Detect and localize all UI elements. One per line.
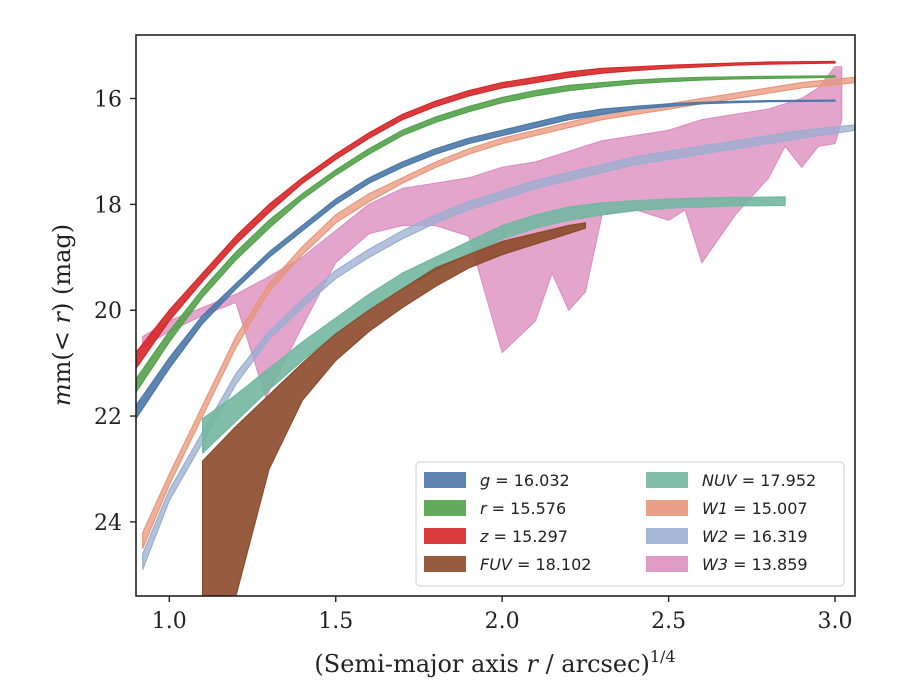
x-tick-label: 2.0	[485, 609, 520, 634]
x-tick-label: 2.5	[651, 609, 686, 634]
legend-swatch-w3	[646, 556, 688, 572]
y-tick-label: 16	[94, 88, 122, 113]
legend-swatch-nuv	[646, 472, 688, 488]
legend-label-w3: W3 = 13.859	[702, 555, 808, 574]
series-layer	[136, 60, 855, 596]
plot-frame	[135, 34, 856, 597]
legend-swatch-w1	[646, 500, 688, 516]
series-band-z	[136, 60, 836, 369]
legend-label-w2: W2 = 16.319	[702, 527, 808, 546]
x-axis-label: (Semi-major axis r / arcsec)1/4	[314, 647, 675, 678]
y-axis-label: mm(< r) (mag)	[48, 224, 76, 406]
x-tick-label: 3.0	[818, 609, 853, 634]
legend-swatch-r	[424, 500, 466, 516]
legend-swatch-g	[424, 472, 466, 488]
legend-label-w1: W1 = 15.007	[702, 499, 808, 518]
legend-label-nuv: NUV = 17.952	[702, 471, 816, 490]
series-band-r	[136, 75, 836, 393]
series-band-g	[136, 99, 836, 420]
legend-swatch-fuv	[424, 556, 466, 572]
x-tick-label: 1.0	[152, 609, 187, 634]
legend-frame	[415, 461, 845, 587]
legend-items: g = 16.032 r = 15.576 z = 15.297 FUV = 18.1…	[424, 471, 816, 574]
y-tick-label: 22	[94, 405, 122, 430]
y-tick-label: 24	[94, 511, 122, 536]
y-axis: 16 18 20 22 24	[94, 88, 136, 536]
series-band-w1	[142, 76, 855, 550]
legend-swatch-z	[424, 528, 466, 544]
legend-label-g: g = 16.032	[480, 471, 570, 490]
x-axis: 1.0 1.5 2.0 2.5 3.0	[152, 596, 853, 634]
x-tick-label: 1.5	[318, 609, 353, 634]
series-band-w2	[142, 124, 855, 571]
legend: g = 16.032 r = 15.576 z = 15.297 FUV = 18.1…	[415, 461, 845, 587]
legend-label-r: r = 15.576	[480, 499, 566, 518]
legend-swatch-w2	[646, 528, 688, 544]
legend-label-z: z = 15.297	[479, 527, 568, 546]
legend-label-fuv: FUV = 18.102	[480, 555, 591, 574]
series-band-fuv	[202, 222, 587, 596]
y-tick-label: 18	[94, 193, 122, 218]
y-tick-label: 20	[94, 299, 122, 324]
